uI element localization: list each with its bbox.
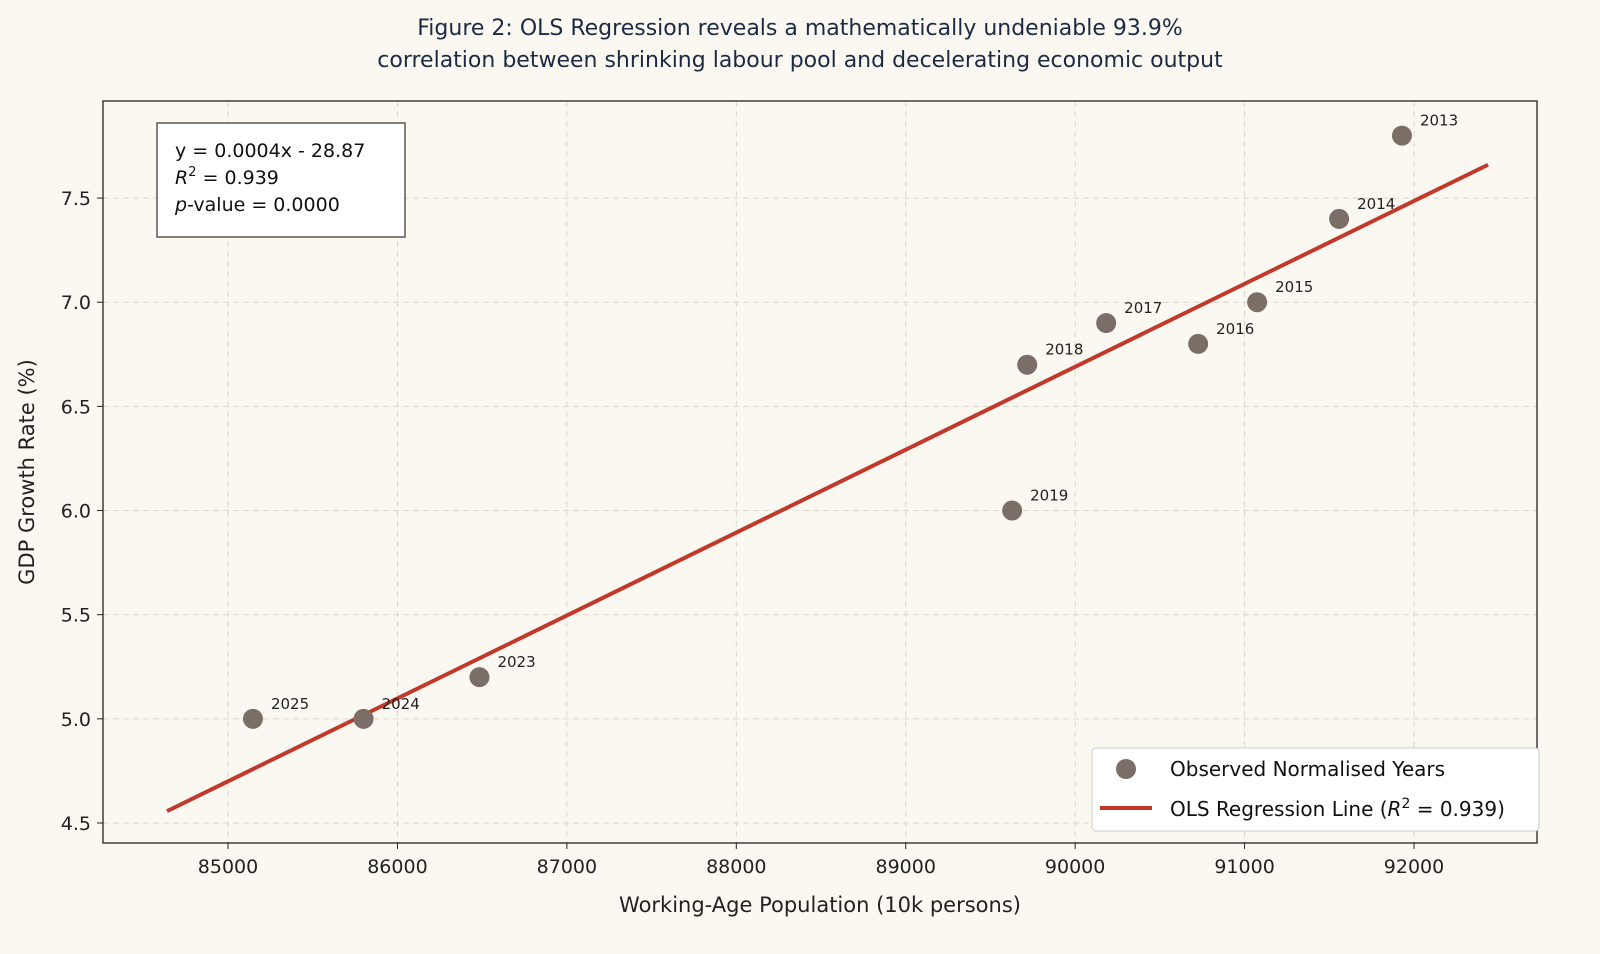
regression-line — [166, 162, 1489, 813]
data-point-2014 — [1329, 208, 1350, 229]
point-label-2024: 2024 — [382, 695, 420, 713]
x-axis-ticks: 85000 86000 87000 88000 89000 90000 91000 92000 — [198, 843, 1444, 878]
point-label-2016: 2016 — [1216, 320, 1254, 338]
y-tick-label: 6.5 — [61, 396, 91, 418]
x-axis-label: Working-Age Population (10k persons) — [619, 893, 1021, 917]
y-axis-label: GDP Growth Rate (%) — [15, 359, 39, 585]
point-label-2023: 2023 — [497, 653, 535, 671]
legend: Observed Normalised Years OLS Regression… — [1091, 747, 1540, 832]
y-tick-label: 7.0 — [61, 292, 91, 314]
y-tick-label: 5.0 — [61, 709, 91, 731]
legend-label-points: Observed Normalised Years — [1170, 757, 1445, 781]
data-point-2023 — [469, 667, 490, 688]
regression-line-layer — [166, 162, 1489, 813]
x-tick-label: 91000 — [1214, 856, 1274, 878]
chart-title-line-2: correlation between shrinking labour poo… — [377, 48, 1223, 73]
points-layer: 2013 2014 2015 2016 2017 2018 2019 2023 2024 2025 — [242, 112, 1458, 729]
chart-title-line-1: Figure 2: OLS Regression reveals a mathe… — [417, 16, 1183, 41]
y-tick-label: 5.5 — [61, 605, 91, 627]
x-tick-label: 88000 — [706, 856, 766, 878]
point-label-2019: 2019 — [1030, 487, 1068, 505]
data-point-2016 — [1188, 333, 1209, 354]
legend-marker-points — [1116, 759, 1136, 779]
data-point-2019 — [1002, 500, 1023, 521]
x-tick-label: 87000 — [537, 856, 597, 878]
point-label-2015: 2015 — [1275, 278, 1313, 296]
y-axis-ticks: 4.5 5.0 5.5 6.0 6.5 7.0 7.5 — [61, 188, 103, 835]
legend-label-line: OLS Regression Line (R2 = 0.939) — [1170, 796, 1505, 821]
data-point-2017 — [1096, 313, 1117, 334]
data-point-2013 — [1391, 125, 1412, 146]
stats-box: y = 0.0004x - 28.87 R2 = 0.939 p-value =… — [156, 122, 406, 238]
data-point-2015 — [1247, 292, 1268, 313]
stats-p-value: p-value = 0.0000 — [174, 194, 340, 216]
stats-equation: y = 0.0004x - 28.87 — [175, 140, 365, 162]
x-tick-label: 86000 — [367, 856, 427, 878]
point-label-2018: 2018 — [1045, 341, 1083, 359]
point-label-2014: 2014 — [1357, 195, 1395, 213]
x-tick-label: 90000 — [1045, 856, 1105, 878]
point-label-2025: 2025 — [271, 695, 309, 713]
stats-r2: R2 = 0.939 — [175, 165, 279, 189]
x-tick-label: 89000 — [876, 856, 936, 878]
plot-frame — [102, 100, 1538, 844]
data-point-2024 — [353, 708, 374, 729]
x-tick-label: 92000 — [1384, 856, 1444, 878]
y-tick-label: 6.0 — [61, 501, 91, 523]
x-tick-label: 85000 — [198, 856, 258, 878]
data-point-2018 — [1017, 354, 1038, 375]
y-tick-label: 4.5 — [61, 813, 91, 835]
point-label-2017: 2017 — [1124, 299, 1162, 317]
data-point-2025 — [242, 708, 263, 729]
y-tick-label: 7.5 — [61, 188, 91, 210]
point-label-2013: 2013 — [1420, 112, 1458, 130]
